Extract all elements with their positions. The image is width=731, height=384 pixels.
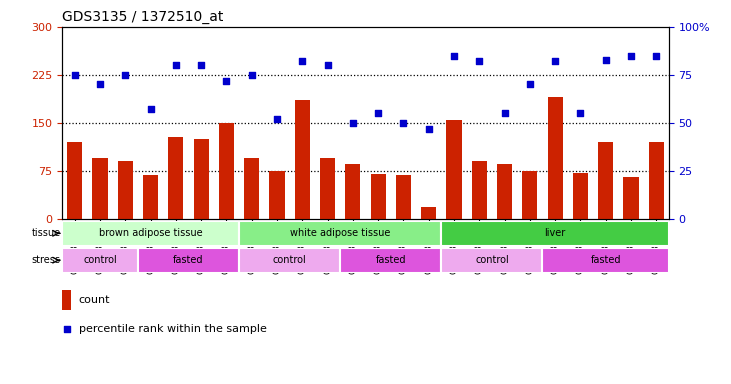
Bar xyxy=(442,248,542,273)
Point xyxy=(600,56,612,63)
Point xyxy=(246,72,257,78)
Bar xyxy=(118,161,133,219)
Text: fasted: fasted xyxy=(591,255,621,265)
Point xyxy=(347,120,359,126)
Bar xyxy=(548,97,563,219)
Text: count: count xyxy=(79,295,110,305)
Point xyxy=(625,53,637,59)
Point xyxy=(499,110,510,116)
Point xyxy=(372,110,384,116)
Text: liver: liver xyxy=(545,228,566,238)
Bar xyxy=(239,248,340,273)
Bar xyxy=(239,221,442,246)
Point xyxy=(69,72,80,78)
Text: control: control xyxy=(83,255,117,265)
Bar xyxy=(395,175,411,219)
Bar xyxy=(295,101,310,219)
Point xyxy=(94,81,106,88)
Bar xyxy=(598,142,613,219)
Point xyxy=(398,120,409,126)
Bar xyxy=(522,171,537,219)
Text: fasted: fasted xyxy=(376,255,406,265)
Bar xyxy=(62,290,72,310)
Point xyxy=(549,58,561,65)
Point xyxy=(575,110,586,116)
Text: stress: stress xyxy=(32,255,61,265)
Point xyxy=(145,106,156,113)
Bar xyxy=(624,177,638,219)
Bar xyxy=(340,248,442,273)
Point xyxy=(221,78,232,84)
Point xyxy=(448,53,460,59)
Text: white adipose tissue: white adipose tissue xyxy=(290,228,390,238)
Text: percentile rank within the sample: percentile rank within the sample xyxy=(79,324,267,334)
Bar xyxy=(421,207,436,219)
Bar xyxy=(244,158,260,219)
Point xyxy=(474,58,485,65)
Point xyxy=(271,116,283,122)
Text: control: control xyxy=(273,255,306,265)
Text: GDS3135 / 1372510_at: GDS3135 / 1372510_at xyxy=(62,10,224,25)
Bar xyxy=(573,173,588,219)
Bar xyxy=(345,164,360,219)
Bar xyxy=(67,142,83,219)
Point xyxy=(297,58,308,65)
Bar xyxy=(542,248,669,273)
Bar xyxy=(442,221,669,246)
Text: control: control xyxy=(475,255,509,265)
Bar xyxy=(168,137,183,219)
Point xyxy=(119,72,131,78)
Text: brown adipose tissue: brown adipose tissue xyxy=(99,228,202,238)
Bar xyxy=(62,248,138,273)
Point xyxy=(170,62,182,68)
Bar xyxy=(648,142,664,219)
Bar xyxy=(320,158,335,219)
Bar xyxy=(138,248,239,273)
Bar xyxy=(270,171,284,219)
Bar xyxy=(219,123,234,219)
Bar xyxy=(447,120,461,219)
Point xyxy=(61,326,72,332)
Bar xyxy=(143,175,158,219)
Point xyxy=(651,53,662,59)
Bar xyxy=(471,161,487,219)
Text: fasted: fasted xyxy=(173,255,204,265)
Point xyxy=(322,62,333,68)
Bar xyxy=(497,164,512,219)
Text: tissue: tissue xyxy=(31,228,61,238)
Point xyxy=(195,62,207,68)
Point xyxy=(423,126,434,132)
Bar xyxy=(62,221,239,246)
Bar xyxy=(92,158,107,219)
Bar xyxy=(371,174,386,219)
Point xyxy=(524,81,536,88)
Bar xyxy=(194,139,209,219)
